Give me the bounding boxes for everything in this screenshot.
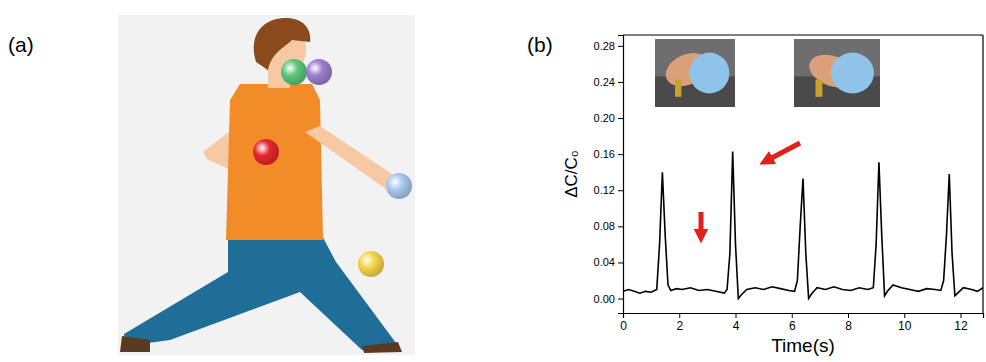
arm	[305, 126, 398, 194]
panel-label: (b)	[527, 33, 553, 56]
plot-frame	[982, 35, 983, 313]
inset-background	[794, 39, 880, 107]
tick: 0.16	[594, 148, 623, 160]
inset-photo	[794, 39, 880, 107]
axis-line	[624, 314, 984, 319]
pants	[124, 232, 396, 350]
plot-area	[623, 151, 983, 298]
tick: 0.24	[594, 76, 623, 88]
data-line	[623, 151, 983, 298]
inset-background	[655, 39, 735, 107]
tick: 8	[845, 313, 852, 333]
tick-mark	[679, 313, 680, 318]
tick-label: 0.12	[594, 184, 615, 196]
sensor-ball	[306, 59, 332, 85]
tick-label: 0.16	[594, 148, 615, 160]
tick-label: 0.00	[594, 293, 615, 305]
illustration-background	[118, 15, 415, 355]
tick: 0.20	[594, 112, 623, 124]
tick-label: 0.04	[594, 256, 615, 268]
y-axis: 0.00 0.04 0.08 0.12 0.16 0.20 0.24 0.28	[594, 36, 624, 314]
x-axis: 0 2 4 6 8 10 12	[620, 313, 983, 333]
shoe	[120, 336, 150, 352]
tick-mark	[618, 299, 623, 300]
tick: 6	[789, 313, 796, 333]
tick-label: 0.08	[594, 220, 615, 232]
tick: 0.28	[594, 40, 623, 52]
tick-label: 6	[789, 319, 796, 333]
tick-mark	[736, 313, 737, 318]
x-axis-title: Time(s)	[771, 335, 835, 356]
tick-mark	[618, 154, 623, 155]
arrow	[699, 212, 704, 236]
tick: 0.08	[594, 220, 623, 232]
illustration	[118, 15, 415, 355]
tick-label: 2	[676, 319, 683, 333]
inset-glove	[831, 53, 874, 94]
tick-label: 0.20	[594, 112, 615, 124]
shoe	[362, 342, 402, 353]
tick-mark	[618, 190, 623, 191]
axis-line	[618, 36, 624, 314]
arrow	[766, 143, 800, 161]
inset-photo	[655, 39, 735, 107]
sensor-ball	[281, 59, 307, 85]
torso	[226, 84, 323, 240]
tick-label: 10	[898, 319, 912, 333]
sensor-ball	[358, 251, 384, 277]
tick-mark	[618, 118, 623, 119]
tick-label: 0	[620, 319, 627, 333]
tick-mark	[792, 313, 793, 318]
tick: 10	[898, 313, 912, 333]
tick-label: 8	[845, 319, 852, 333]
sensor-ball	[386, 173, 412, 199]
tick: 12	[954, 313, 968, 333]
inset-sensor	[816, 80, 823, 97]
tick-mark	[618, 46, 623, 47]
y-axis-title: ΔC/C₀	[562, 150, 581, 198]
tick-mark	[848, 313, 849, 318]
tick-mark	[961, 313, 962, 318]
tick-mark	[618, 226, 623, 227]
figure: (a)(b)0246810120.000.040.080.120.160.200…	[0, 0, 986, 362]
tick: 0	[620, 313, 627, 333]
tick: 0.12	[594, 184, 623, 196]
inset-sensor	[675, 80, 681, 97]
tick-label: 4	[733, 319, 740, 333]
plot-frame	[623, 34, 983, 35]
tick: 0.04	[594, 256, 623, 268]
tick: 2	[676, 313, 683, 333]
tick-mark	[618, 262, 623, 263]
tick-label: 12	[954, 319, 968, 333]
tick: 0.00	[594, 293, 623, 305]
tick: 4	[733, 313, 740, 333]
sensor-ball	[253, 139, 279, 165]
tick-label: 0.24	[594, 76, 615, 88]
tick-label: 0.28	[594, 40, 615, 52]
tick-mark	[618, 82, 623, 83]
tick-mark	[904, 313, 905, 318]
inset-glove	[689, 53, 729, 94]
panel-label: (a)	[8, 33, 34, 56]
